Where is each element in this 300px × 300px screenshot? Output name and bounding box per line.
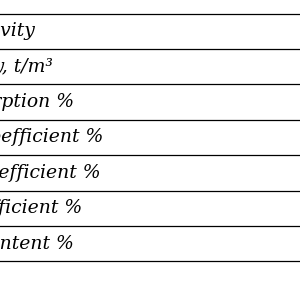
Text: Bulk density, t/m³: Bulk density, t/m³	[0, 58, 53, 76]
Text: Specific gravity: Specific gravity	[0, 22, 35, 40]
Text: Water absorption %: Water absorption %	[0, 93, 74, 111]
Text: Impact coefficient %: Impact coefficient %	[0, 199, 82, 217]
Text: Crushing coefficient %: Crushing coefficient %	[0, 128, 103, 146]
Text: Abrasion coefficient %: Abrasion coefficient %	[0, 164, 100, 182]
Text: Moisture content %: Moisture content %	[0, 235, 74, 253]
